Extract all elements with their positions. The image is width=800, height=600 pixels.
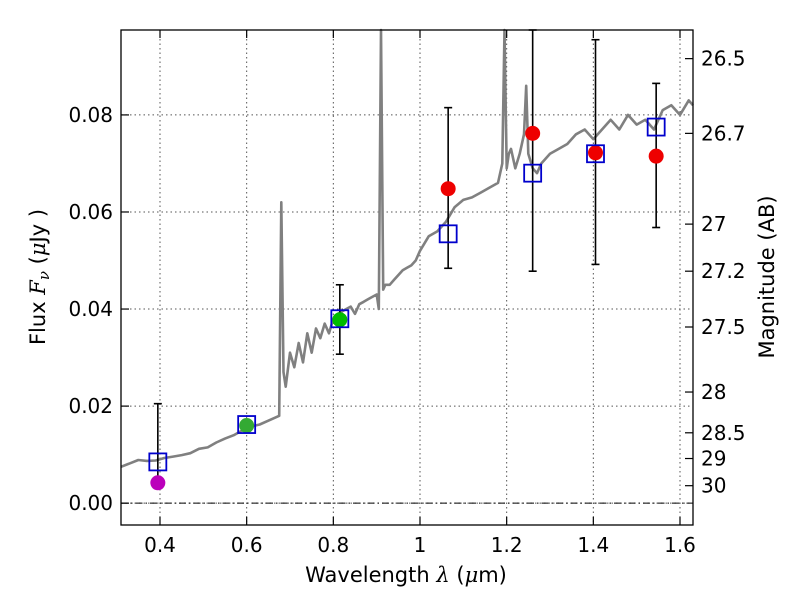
x-tick-label: 1.4 xyxy=(577,533,609,557)
model-photometry-square xyxy=(438,224,458,244)
observed-point xyxy=(239,418,255,434)
y-axis-label-unit-open: ( xyxy=(26,256,50,271)
grid-layer xyxy=(121,30,693,525)
magnitude-tick-label: 28.5 xyxy=(701,421,746,445)
model-photometry-square xyxy=(646,117,666,137)
observed-photometry-layer xyxy=(150,125,664,491)
y-axis-label: Flux Fν (μJy ) xyxy=(26,209,53,345)
observed-point xyxy=(648,148,664,164)
observed-point xyxy=(588,145,603,161)
x-axis-label-prefix: Wavelength xyxy=(305,563,430,587)
observed-point xyxy=(525,125,541,141)
model-photometry-square xyxy=(586,144,605,164)
model-spectrum-line xyxy=(120,28,694,469)
ticks-layer: 0.4 0.6 0.8 1 1.2 1.4 1.6 0.00 0.02 0.04 0.06 0.08 2… xyxy=(68,30,746,557)
x-tick-label: 0.6 xyxy=(231,533,263,557)
x-axis-label: Wavelength λ (μm) xyxy=(305,563,507,587)
model-photometry-square xyxy=(523,163,543,183)
model-photometry-layer xyxy=(148,117,666,472)
observed-point xyxy=(150,475,166,491)
magnitude-tick-label: 30 xyxy=(701,474,726,498)
x-tick-label: 1 xyxy=(414,533,427,557)
x-tick-label: 0.8 xyxy=(317,533,349,557)
magnitude-tick-label: 27.5 xyxy=(701,315,746,339)
y-tick-label: 0.08 xyxy=(68,103,113,127)
plot-frame xyxy=(120,29,694,526)
magnitude-tick-label: 27 xyxy=(701,212,726,236)
magnitude-tick-label: 26.7 xyxy=(701,121,746,145)
x-tick-label: 0.4 xyxy=(144,533,176,557)
magnitude-axis-label: Magnitude (AB) xyxy=(755,195,779,358)
y-tick-label: 0.06 xyxy=(68,200,113,224)
magnitude-tick-label: 28 xyxy=(701,380,726,404)
model-photometry-square xyxy=(330,309,350,329)
y-axis-label-unit-mu: μ xyxy=(26,242,50,256)
y-axis-label-subscript: ν xyxy=(35,271,53,280)
model-spectrum-layer xyxy=(120,28,694,469)
magnitude-tick-label: 29 xyxy=(701,447,726,471)
y-tick-label: 0.02 xyxy=(68,394,113,418)
x-axis-label-unit-open: ( xyxy=(450,563,465,587)
observed-point xyxy=(440,181,456,197)
x-axis-label-unit-mu: μ xyxy=(465,563,479,587)
model-photometry-square xyxy=(237,415,257,434)
x-tick-label: 1.6 xyxy=(664,533,696,557)
x-axis-label-unit-close: m) xyxy=(478,563,507,587)
magnitude-tick-label: 26.5 xyxy=(701,47,746,71)
x-tick-label: 1.2 xyxy=(491,533,523,557)
observed-point xyxy=(332,312,348,328)
y-axis-label-prefix: Flux xyxy=(26,301,50,345)
y-tick-label: 0.00 xyxy=(68,491,113,515)
y-axis-label-symbol: F xyxy=(26,279,50,296)
model-photometry-square xyxy=(148,452,168,472)
magnitude-tick-label: 27.2 xyxy=(701,259,746,283)
y-tick-label: 0.04 xyxy=(68,297,113,321)
x-axis-label-symbol: λ xyxy=(435,563,449,587)
y-axis-label-unit-close: Jy ) xyxy=(26,209,50,245)
